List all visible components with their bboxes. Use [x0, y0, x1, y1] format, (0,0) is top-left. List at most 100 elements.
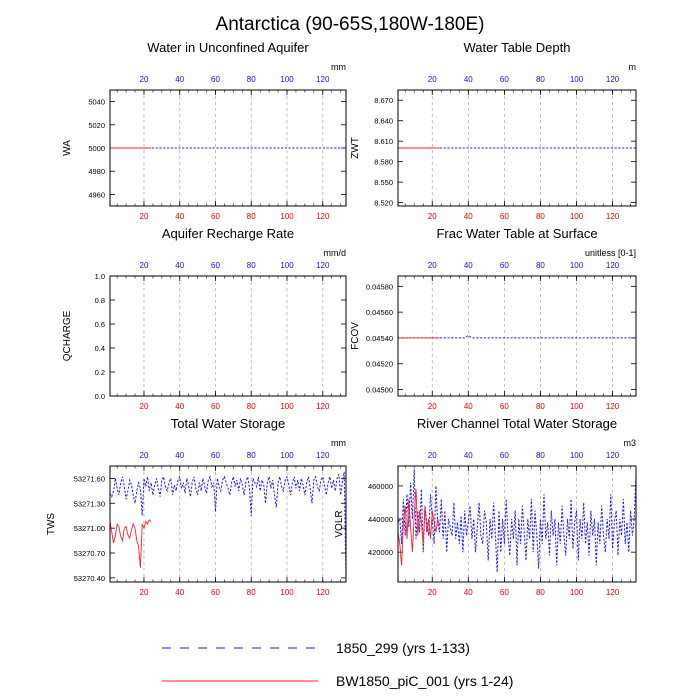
- y-tick-label: 53271.30: [74, 499, 105, 508]
- x-tick-label-top: 40: [175, 451, 184, 460]
- y-tick-label: 4980: [88, 167, 105, 176]
- y-axis-label: TWS: [46, 513, 57, 536]
- x-tick-label-top: 60: [500, 75, 509, 84]
- panel-title: Total Water Storage: [171, 416, 285, 431]
- chart-panel-5: Total Water Storage mm 20 20 40 40 60 60 80 80 100…: [46, 416, 347, 597]
- y-tick-label: 0.4: [95, 344, 105, 353]
- x-tick-label-top: 120: [316, 451, 330, 460]
- x-tick-label-top: 80: [536, 261, 545, 270]
- units-label: mm: [331, 438, 346, 448]
- x-tick-label-bottom: 120: [316, 212, 330, 221]
- x-tick-label-top: 60: [211, 261, 220, 270]
- y-tick-label: 0.6: [95, 320, 105, 329]
- y-tick-label: 5020: [88, 121, 105, 130]
- y-tick-label: 0.04540: [366, 334, 393, 343]
- chart-panel-1: Water in Unconfined Aquifer mm 20 20 40 40 60 6…: [62, 40, 347, 221]
- x-tick-label-bottom: 100: [570, 402, 584, 411]
- x-tick-label-bottom: 60: [500, 588, 509, 597]
- y-tick-label: 460000: [368, 482, 393, 491]
- x-tick-label-top: 20: [428, 75, 437, 84]
- legend-label-2: BW1850_piC_001 (yrs 1-24): [336, 673, 513, 689]
- plot-frame: [397, 275, 637, 397]
- x-tick-label-bottom: 20: [140, 402, 149, 411]
- x-tick-label-top: 80: [247, 451, 256, 460]
- y-tick-label: 0.04500: [366, 386, 393, 395]
- x-tick-label-top: 100: [570, 261, 584, 270]
- y-tick-label: 0.04520: [366, 360, 393, 369]
- y-axis-label: ZWT: [350, 137, 361, 159]
- y-tick-label: 8.580: [374, 158, 393, 167]
- y-tick-label: 8.640: [374, 117, 393, 126]
- x-tick-label-top: 20: [140, 451, 149, 460]
- y-tick-label: 53270.40: [74, 574, 105, 583]
- x-tick-label-top: 60: [211, 75, 220, 84]
- y-axis-label: QCHARGE: [62, 310, 73, 361]
- x-tick-label-top: 60: [211, 451, 220, 460]
- y-axis-label: VOLR: [334, 510, 345, 537]
- x-tick-label-bottom: 100: [280, 588, 294, 597]
- x-tick-label-bottom: 20: [428, 402, 437, 411]
- x-tick-label-bottom: 60: [211, 402, 220, 411]
- y-tick-label: 0.2: [95, 368, 105, 377]
- x-tick-label-bottom: 120: [606, 212, 620, 221]
- panel-title: Aquifer Recharge Rate: [162, 226, 294, 241]
- y-tick-label: 8.610: [374, 137, 393, 146]
- y-tick-label: 5040: [88, 98, 105, 107]
- x-tick-label-top: 40: [175, 261, 184, 270]
- x-tick-label-bottom: 80: [536, 212, 545, 221]
- x-tick-label-top: 120: [606, 261, 620, 270]
- x-tick-label-top: 40: [464, 261, 473, 270]
- x-tick-label-bottom: 80: [247, 402, 256, 411]
- y-tick-label: 8.550: [374, 178, 393, 187]
- series-line-1850-299: [398, 334, 636, 339]
- x-tick-label-top: 20: [428, 261, 437, 270]
- panel-title: Water in Unconfined Aquifer: [147, 40, 309, 55]
- units-label: unitless [0-1]: [585, 248, 636, 258]
- x-tick-label-top: 80: [247, 75, 256, 84]
- panel-title: Water Table Depth: [464, 40, 571, 55]
- x-tick-label-bottom: 60: [500, 402, 509, 411]
- y-tick-label: 53271.00: [74, 524, 105, 533]
- series-line-bw1850-pic-001: [110, 519, 152, 568]
- x-tick-label-top: 100: [280, 261, 294, 270]
- x-tick-label-top: 20: [140, 261, 149, 270]
- chart-panel-4: Frac Water Table at Surface unitless [0-1…: [350, 226, 637, 411]
- y-tick-label: 440000: [368, 515, 393, 524]
- x-tick-label-top: 100: [280, 75, 294, 84]
- x-tick-label-bottom: 40: [464, 588, 473, 597]
- x-tick-label-bottom: 80: [536, 588, 545, 597]
- x-tick-label-bottom: 60: [211, 212, 220, 221]
- x-tick-label-bottom: 120: [606, 588, 620, 597]
- panel-title: River Channel Total Water Storage: [417, 416, 617, 431]
- x-tick-label-bottom: 20: [428, 588, 437, 597]
- y-tick-label: 0.8: [95, 296, 105, 305]
- plot-frame: [397, 465, 637, 583]
- x-tick-label-top: 20: [140, 75, 149, 84]
- plot-frame: [109, 275, 347, 397]
- x-tick-label-bottom: 20: [140, 212, 149, 221]
- chart-panel-6: River Channel Total Water Storage m3 20 20 4…: [334, 416, 637, 597]
- y-tick-label: 1.0: [95, 272, 105, 281]
- x-tick-label-top: 100: [570, 451, 584, 460]
- x-tick-label-bottom: 40: [175, 212, 184, 221]
- x-tick-label-bottom: 40: [175, 588, 184, 597]
- units-label: m: [629, 62, 637, 72]
- y-tick-label: 8.670: [374, 96, 393, 105]
- x-tick-label-top: 40: [464, 75, 473, 84]
- x-tick-label-bottom: 80: [247, 588, 256, 597]
- x-tick-label-top: 120: [316, 75, 330, 84]
- y-tick-label: 5000: [88, 144, 105, 153]
- panels: Water in Unconfined Aquifer mm 20 20 40 40 60 6…: [46, 40, 637, 597]
- x-tick-label-bottom: 100: [280, 212, 294, 221]
- x-tick-label-top: 120: [316, 261, 330, 270]
- x-tick-label-bottom: 40: [464, 212, 473, 221]
- x-tick-label-bottom: 60: [500, 212, 509, 221]
- x-tick-label-bottom: 120: [316, 588, 330, 597]
- y-tick-label: 420000: [368, 548, 393, 557]
- x-tick-label-bottom: 120: [606, 402, 620, 411]
- y-tick-label: 4960: [88, 190, 105, 199]
- plot-frame: [109, 89, 347, 207]
- legend-label-1: 1850_299 (yrs 1-133): [336, 640, 470, 656]
- x-tick-label-top: 100: [570, 75, 584, 84]
